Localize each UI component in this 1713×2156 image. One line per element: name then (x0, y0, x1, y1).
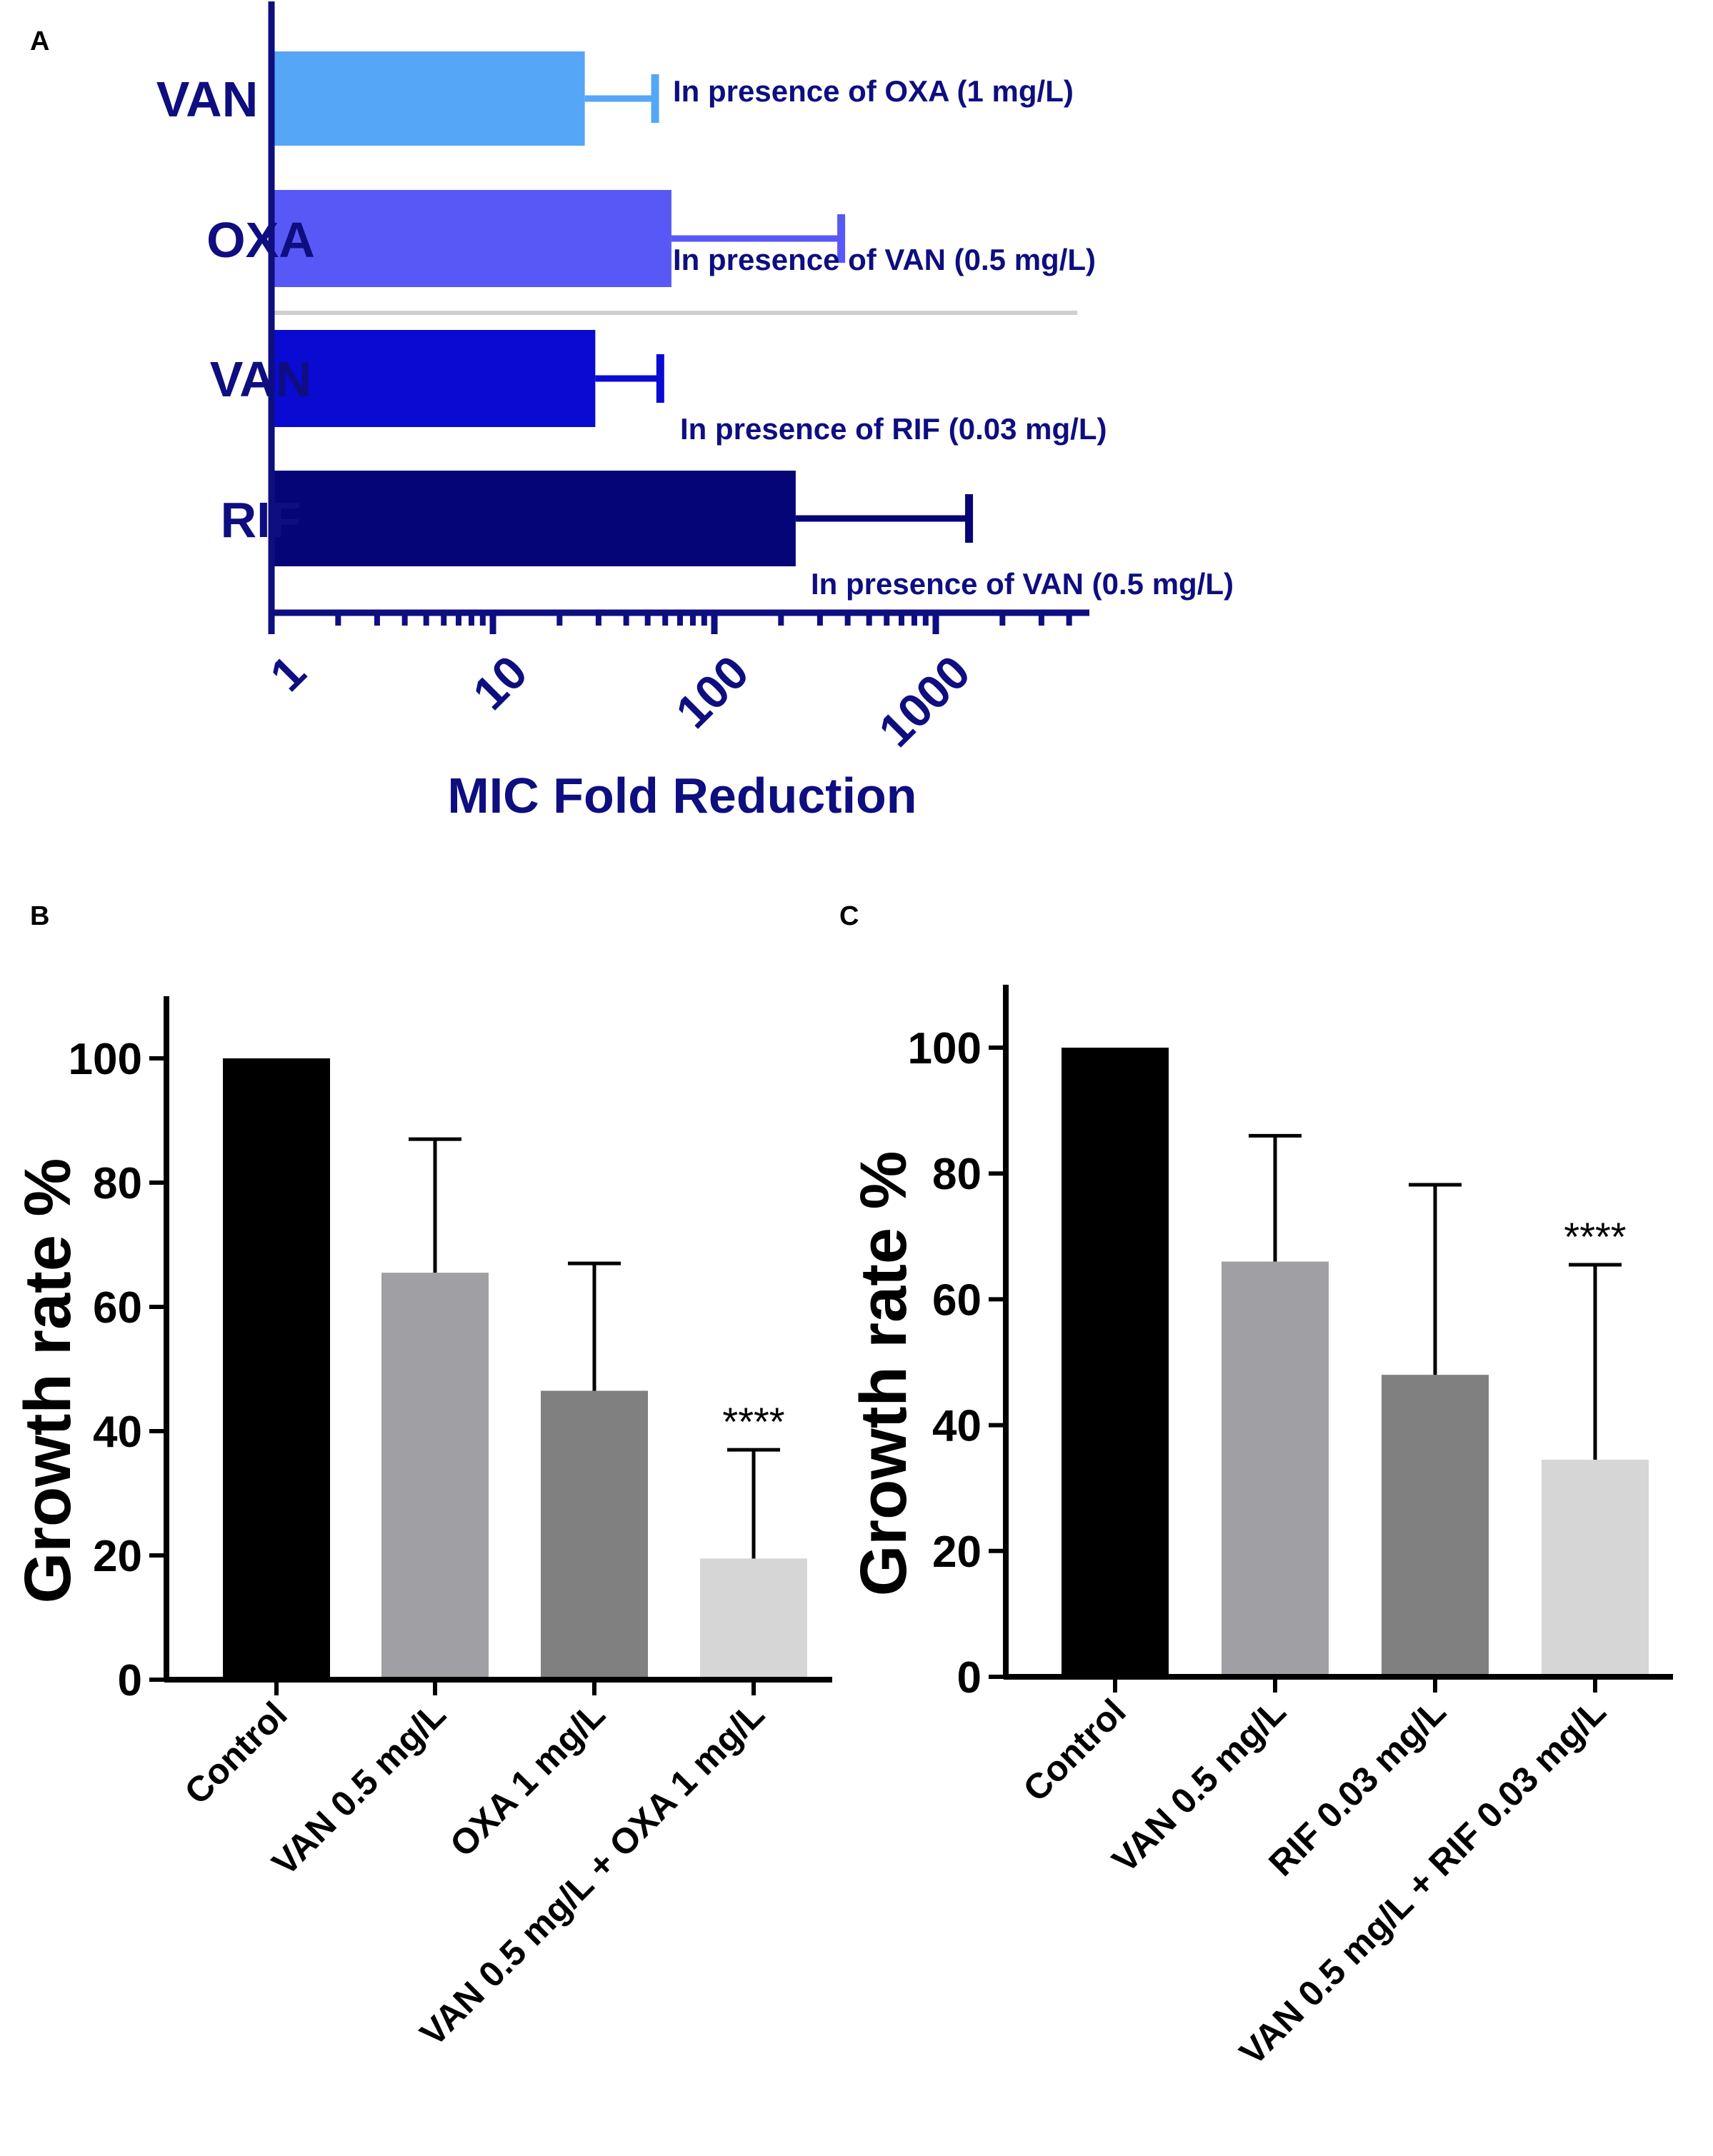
panel-b-label: B (30, 901, 49, 931)
category-label-a-2: OXA (206, 212, 315, 268)
x-tick-label-a-4: 1000 (869, 646, 980, 757)
bar-c-2 (1222, 1261, 1329, 1677)
significance-marker-b: **** (722, 1399, 784, 1444)
category-label-b-1: Control (177, 1694, 295, 1812)
y-axis-title-b: Growth rate % (11, 1158, 84, 1604)
y-tick-label-c-3: 40 (932, 1402, 982, 1451)
annotation-a-2: In presence of VAN (0.5 mg/L) (673, 243, 1096, 276)
annotation-a-1: In presence of OXA (1 mg/L) (673, 74, 1074, 108)
category-label-c-1: Control (1016, 1691, 1134, 1809)
x-axis-title-a: MIC Fold Reduction (447, 768, 917, 823)
bar-b-1 (223, 1058, 330, 1680)
y-tick-label-b-1: 0 (118, 1656, 142, 1705)
x-tick-label-a-1: 1 (260, 646, 316, 701)
annotation-a-4: In presence of VAN (0.5 mg/L) (811, 567, 1234, 601)
bar-a-3 (271, 330, 596, 427)
panel-c-label: C (839, 901, 859, 931)
y-tick-label-c-4: 60 (932, 1275, 982, 1325)
bar-b-2 (381, 1273, 489, 1680)
bar-a-4 (271, 471, 796, 566)
y-tick-label-b-2: 20 (93, 1532, 142, 1581)
y-tick-label-b-5: 80 (93, 1159, 142, 1208)
bar-c-4 (1542, 1460, 1649, 1677)
y-axis-title-c: Growth rate % (847, 1151, 920, 1597)
x-tick-label-a-2: 10 (463, 646, 537, 720)
bar-c-1 (1062, 1048, 1169, 1677)
y-tick-label-b-6: 100 (69, 1035, 142, 1084)
y-tick-label-c-6: 100 (908, 1024, 982, 1073)
y-tick-label-c-2: 20 (932, 1528, 982, 1577)
y-tick-label-c-5: 80 (932, 1150, 982, 1199)
x-tick-label-a-3: 100 (666, 646, 759, 738)
panel-a: A VAN In presence of OXA (1 mg/L) OXA In pre… (30, 1, 1234, 823)
bar-a-2 (271, 190, 671, 287)
y-tick-label-c-1: 0 (957, 1653, 982, 1703)
significance-marker-c: **** (1564, 1214, 1626, 1259)
bar-c-3 (1382, 1375, 1489, 1677)
panel-a-label: A (30, 26, 49, 56)
category-label-a-3: VAN (210, 351, 312, 407)
y-tick-label-b-4: 60 (93, 1283, 142, 1333)
bar-a-1 (271, 51, 585, 146)
y-tick-label-b-3: 40 (93, 1408, 142, 1457)
bar-b-4 (700, 1558, 807, 1680)
category-label-b-3: OXA 1 mg/L (442, 1694, 613, 1865)
annotation-a-3: In presence of RIF (0.03 mg/L) (680, 412, 1107, 446)
bar-b-3 (541, 1390, 648, 1680)
category-label-a-4: RIF (221, 492, 301, 548)
category-label-a-1: VAN (156, 71, 259, 127)
category-label-b-4: VAN 0.5 mg/L + OXA 1 mg/L (412, 1694, 772, 2054)
